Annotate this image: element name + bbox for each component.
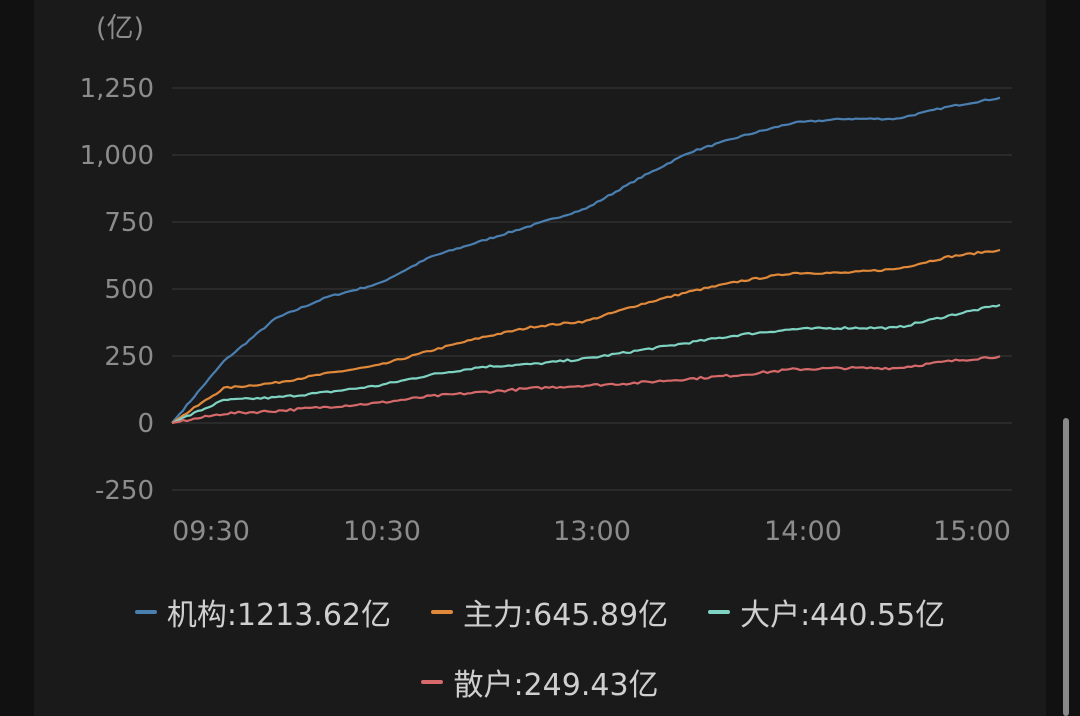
legend-row-1: 机构:1213.62亿 主力:645.89亿 大户:440.55亿	[0, 590, 1080, 634]
legend-item-sanhu[interactable]: 散户:249.43亿	[421, 660, 659, 704]
x-tick-label: 13:00	[553, 516, 631, 547]
x-tick-label: 09:30	[172, 516, 250, 547]
y-tick-label: 1,000	[80, 141, 154, 171]
x-axis-ticks: 09:30 10:30 13:00 14:00 15:00	[172, 516, 1011, 547]
legend-label-zhuli: 主力:645.89亿	[463, 598, 669, 633]
unit-label: (亿)	[96, 13, 145, 44]
x-tick-label: 10:30	[343, 516, 421, 547]
legend-swatch-dahu	[708, 610, 731, 614]
series-line-3	[171, 355, 1001, 425]
y-tick-label: 0	[137, 409, 154, 439]
x-tick-label: 14:00	[764, 516, 842, 547]
grid-lines	[172, 87, 1012, 491]
legend-swatch-zhuli	[431, 610, 453, 614]
x-tick-label: 15:00	[933, 516, 1011, 547]
series-lines	[171, 96, 1001, 425]
y-tick-label: -250	[95, 476, 154, 506]
y-tick-label: 500	[104, 275, 154, 305]
y-tick-label: 250	[104, 342, 154, 372]
legend-item-zhuli[interactable]: 主力:645.89亿	[431, 590, 668, 634]
scrollbar[interactable]	[1063, 418, 1069, 716]
legend-row-2: 散户:249.43亿	[0, 660, 1080, 704]
y-tick-label: 1,250	[80, 74, 154, 104]
legend-label-dahu: 大户:440.55亿	[740, 598, 946, 633]
legend-label-jigou: 机构:1213.62亿	[166, 598, 391, 633]
legend-item-jigou[interactable]: 机构:1213.62亿	[134, 590, 391, 634]
left-edge-shade	[0, 0, 34, 716]
legend-swatch-sanhu	[421, 680, 444, 684]
legend-label-sanhu: 散户:249.43亿	[453, 668, 659, 703]
legend-swatch-jigou	[134, 610, 157, 614]
series-line-2	[171, 303, 1001, 425]
legend-item-dahu[interactable]: 大户:440.55亿	[708, 590, 945, 634]
series-line-0	[171, 96, 1001, 424]
series-line-1	[171, 248, 1001, 424]
y-axis-ticks: -250 0 250 500 750 1,000 1,250	[80, 74, 154, 506]
y-tick-label: 750	[104, 208, 154, 238]
